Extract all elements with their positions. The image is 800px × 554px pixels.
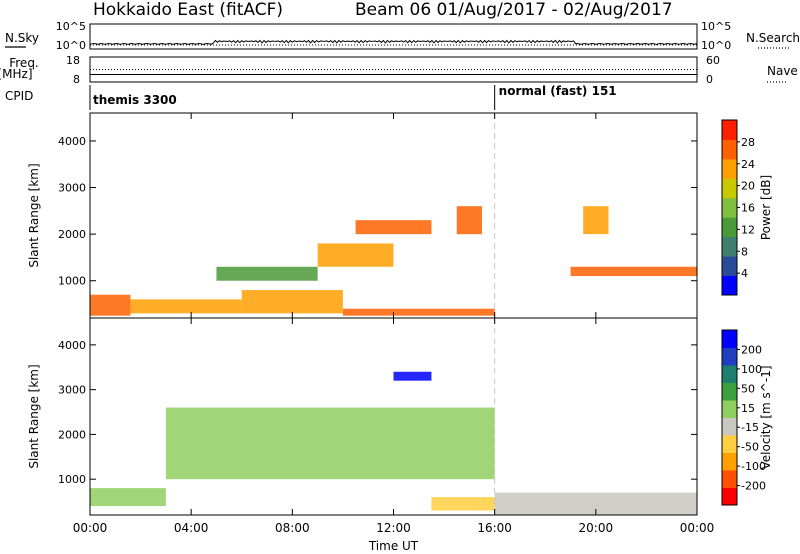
colorbar-tick-label: -15 [741, 421, 759, 434]
x-tick-label: 00:00 [680, 521, 715, 535]
colorbar-segment [722, 400, 737, 418]
cpid-label-first: themis 3300 [93, 93, 177, 107]
colorbar-tick-label: 16 [741, 202, 755, 215]
colorbar-segment [722, 236, 737, 257]
colorbar-segment [722, 452, 737, 471]
colorbar-segment [722, 417, 737, 436]
x-tick-label: 08:00 [275, 521, 310, 535]
colorbar-label: Velocity [m s^-1] [759, 365, 773, 469]
freq-tick-bottom: 8 [73, 73, 80, 86]
x-tick-label: 20:00 [579, 521, 614, 535]
colorbar-tick-label: 100 [741, 363, 762, 376]
data-region [90, 294, 131, 316]
noise-right-tick-bottom: 10^0 [701, 39, 731, 52]
y-tick-label: 4000 [58, 135, 86, 148]
y-tick-label: 2000 [58, 228, 86, 241]
data-region [342, 308, 495, 316]
colorbar-tick-label: 24 [741, 158, 755, 171]
colorbar-tick-label: 200 [741, 343, 762, 356]
colorbar-segment [722, 382, 737, 401]
data-region [90, 488, 166, 507]
x-tick-label: 16:00 [477, 521, 512, 535]
colorbar-segment [722, 487, 737, 506]
colorbar-segment [722, 120, 737, 140]
colorbar-segment [722, 197, 737, 218]
colorbar-segment [722, 470, 737, 488]
data-region [216, 266, 318, 281]
colorbar-tick-label: 15 [741, 402, 755, 415]
colorbar-tick-label: 28 [741, 136, 755, 149]
colorbar-segment [722, 158, 737, 179]
x-axis-label: Time UT [368, 539, 419, 553]
data-region [355, 220, 432, 235]
cpid-label-second: normal (fast) 151 [499, 84, 617, 98]
colorbar-tick-label: -200 [741, 480, 766, 493]
colorbar-segment [722, 217, 737, 238]
colorbar-tick-label: 12 [741, 223, 755, 236]
colorbar-segment [722, 330, 737, 348]
data-region [393, 371, 432, 381]
y-tick-label: 3000 [58, 182, 86, 195]
colorbar-tick-label: 8 [741, 245, 748, 258]
nsky-label: N.Sky [5, 31, 39, 45]
y-tick-label: 4000 [58, 339, 86, 352]
nsearch-label: N.Search [746, 31, 800, 45]
data-region [165, 407, 495, 480]
colorbar-segment [722, 365, 737, 383]
velocity-panel: 1000 2000 3000 4000 Slant Range [km] 200 100 50… [27, 317, 773, 516]
y-tick-label: 1000 [58, 275, 86, 288]
power-panel: 1000 2000 3000 4000 Slant Range [km] 4 8 12 16 20… [27, 112, 773, 319]
nave-tick-top: 60 [706, 54, 720, 67]
data-region [241, 290, 343, 314]
colorbar-frame [721, 329, 738, 506]
y-axis-label: Slant Range [km] [27, 364, 41, 468]
beam-date-label: Beam 06 01/Aug/2017 - 02/Aug/2017 [355, 0, 673, 20]
freq-label-1: Freq. [9, 56, 39, 70]
colorbar-segment [722, 275, 737, 296]
x-tick-label: 04:00 [174, 521, 209, 535]
colorbar-tick-label: -50 [741, 441, 759, 454]
x-tick-label: 12:00 [376, 521, 411, 535]
colorbar-segment [722, 347, 737, 366]
y-tick-label: 3000 [58, 384, 86, 397]
colorbar-tick-label: -100 [741, 460, 766, 473]
data-region [494, 492, 697, 515]
data-region [317, 243, 394, 267]
noise-right-tick-top: 10^5 [701, 20, 731, 33]
freq-label-2: [MHz] [0, 67, 33, 81]
colorbar-label: Power [dB] [759, 175, 773, 240]
colorbar-segment [722, 256, 737, 277]
data-region [456, 206, 483, 235]
x-tick-label: 00:00 [73, 521, 108, 535]
y-tick-label: 2000 [58, 428, 86, 441]
cpid-label: CPID [5, 89, 33, 103]
nave-label: Nave [767, 64, 798, 78]
colorbar-tick-label: 20 [741, 180, 755, 193]
colorbar-tick-label: 4 [741, 267, 748, 280]
chart-title: Hokkaido East (fitACF) [93, 0, 284, 20]
data-region [130, 299, 242, 314]
freq-tick-top: 18 [66, 54, 80, 67]
noise-strip-frame [89, 23, 698, 50]
colorbar-tick-label: 50 [741, 382, 755, 395]
colorbar-segment [722, 435, 737, 453]
data-region [570, 266, 697, 277]
nave-tick-bottom: 0 [706, 73, 713, 86]
y-axis-label: Slant Range [km] [27, 163, 41, 267]
noise-left-tick-top: 10^5 [56, 20, 86, 33]
y-tick-label: 1000 [58, 473, 86, 486]
colorbar-segment [722, 178, 737, 199]
noise-left-tick-bottom: 10^0 [56, 39, 86, 52]
data-region [431, 497, 495, 511]
data-region [583, 206, 609, 235]
nsky-trace [89, 39, 698, 46]
colorbar-segment [722, 139, 737, 160]
